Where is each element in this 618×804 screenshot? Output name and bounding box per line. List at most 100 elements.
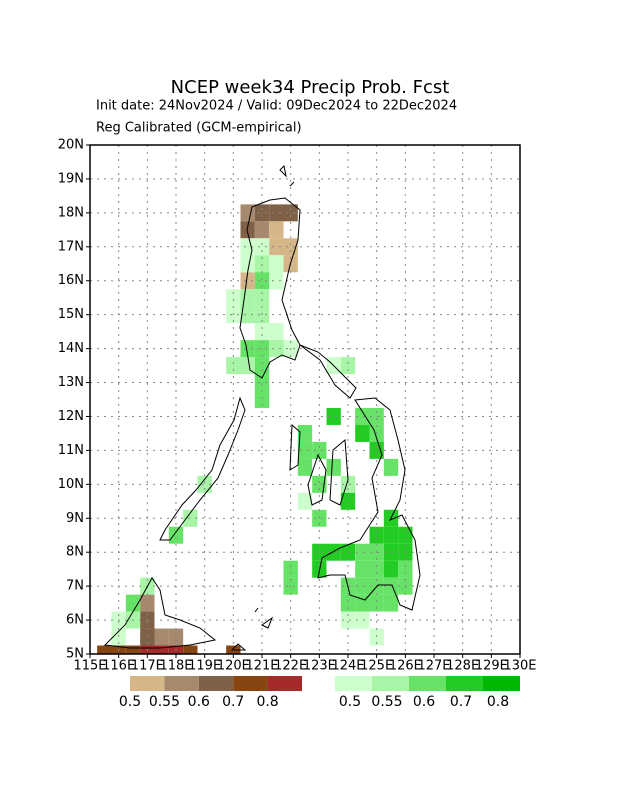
legend-swatch: [335, 676, 372, 691]
coastline: [159, 396, 246, 541]
x-tick-label: 119E: [188, 659, 221, 674]
prob-cell: [383, 560, 399, 578]
prob-cell: [240, 289, 255, 307]
prob-cell: [183, 645, 198, 654]
prob-cell: [226, 357, 241, 375]
prob-cell: [183, 509, 198, 527]
prob-cell: [168, 526, 184, 544]
prob-cell: [269, 323, 284, 341]
prob-cell: [297, 424, 313, 442]
coastline: [239, 197, 301, 379]
y-tick-label: 8N: [66, 545, 84, 560]
y-tick-label: 9N: [66, 511, 84, 526]
prob-cell: [240, 306, 255, 324]
prob-cell: [340, 492, 356, 510]
prob-cell: [97, 645, 112, 654]
x-tick-label: 121E: [245, 659, 278, 674]
prob-cell: [297, 458, 313, 476]
prob-cell: [369, 526, 384, 544]
prob-cell: [369, 628, 384, 646]
prob-cell: [340, 357, 356, 375]
prob-cell: [269, 204, 284, 222]
plot-frame: [89, 144, 521, 655]
prob-cell: [254, 289, 270, 307]
prob-cell: [254, 374, 270, 392]
x-tick-label: 123E: [303, 659, 336, 674]
legend-swatch: [198, 676, 234, 691]
map-title: NCEP week34 Precip Prob. Fcst: [171, 77, 450, 98]
prob-cell: [369, 594, 384, 612]
x-tick-label: 115E: [73, 659, 106, 674]
x-tick-label: 120E: [217, 659, 250, 674]
legend-swatch: [446, 676, 483, 691]
prob-cell: [297, 492, 313, 510]
prob-cell: [269, 221, 284, 239]
legend-label: 0.8: [487, 694, 509, 710]
x-tick-label: 128E: [446, 659, 479, 674]
y-tick-label: 16N: [58, 273, 84, 288]
y-tick-label: 5N: [66, 647, 84, 662]
y-tick-label: 20N: [58, 138, 84, 153]
prob-cell: [326, 407, 341, 425]
prob-cell: [355, 407, 370, 425]
legend-swatch: [267, 676, 302, 691]
prob-cell: [383, 458, 399, 476]
prob-cell: [326, 543, 341, 561]
prob-cell: [383, 594, 399, 612]
prob-cell: [254, 204, 270, 222]
grid-layer: 115E116E117E118E119E120E121E122E123E124E…: [58, 138, 537, 674]
legend-swatch: [409, 676, 446, 691]
legend-label: 0.7: [222, 694, 244, 710]
legend-label: 0.7: [450, 694, 472, 710]
prob-cell: [240, 255, 255, 273]
prob-cell: [312, 509, 327, 527]
x-tick-label: 124E: [331, 659, 364, 674]
prob-cell: [111, 628, 126, 646]
prob-cell: [355, 424, 370, 442]
prob-cell: [140, 594, 155, 612]
x-tick-label: 125E: [360, 659, 393, 674]
x-tick-label: 122E: [274, 659, 307, 674]
coastlines: [103, 164, 421, 651]
prob-cell: [240, 340, 255, 358]
legend-label: 0.5: [339, 694, 361, 710]
prob-cell: [312, 475, 327, 493]
prob-cell: [125, 594, 141, 612]
prob-cell: [269, 238, 284, 256]
prob-cell: [154, 645, 169, 654]
prob-cell: [254, 272, 270, 290]
prob-cell: [254, 391, 270, 408]
prob-cell: [340, 475, 356, 493]
y-tick-label: 14N: [58, 341, 84, 356]
y-tick-label: 7N: [66, 579, 84, 594]
prob-cell: [240, 221, 255, 239]
legend-label: 0.6: [413, 694, 435, 710]
prob-cell: [369, 560, 384, 578]
prob-cell: [269, 272, 284, 290]
coastline: [289, 423, 349, 506]
legend-swatch: [483, 676, 520, 691]
prob-cell: [254, 238, 270, 256]
legend-swatch: [372, 676, 409, 691]
note: Reg Calibrated (GCM-empirical): [96, 121, 302, 136]
prob-cell: [269, 255, 284, 273]
prob-cell: [355, 577, 370, 595]
prob-cell: [383, 526, 399, 544]
legend-swatch: [233, 676, 268, 691]
prob-cell: [340, 611, 356, 629]
coastline: [230, 164, 295, 651]
prob-cell: [140, 628, 155, 646]
legend-label: 0.8: [256, 694, 278, 710]
prob-cell: [369, 441, 384, 459]
prob-cell: [254, 323, 270, 341]
legend-label: 0.5: [119, 694, 141, 710]
prob-cell: [125, 645, 141, 654]
x-tick-label: 118E: [159, 659, 192, 674]
prob-cell: [355, 543, 370, 561]
legend-label: 0.6: [188, 694, 210, 710]
y-tick-label: 19N: [58, 171, 84, 186]
y-tick-label: 13N: [58, 375, 84, 390]
prob-cell: [340, 594, 356, 612]
y-tick-label: 18N: [58, 205, 84, 220]
